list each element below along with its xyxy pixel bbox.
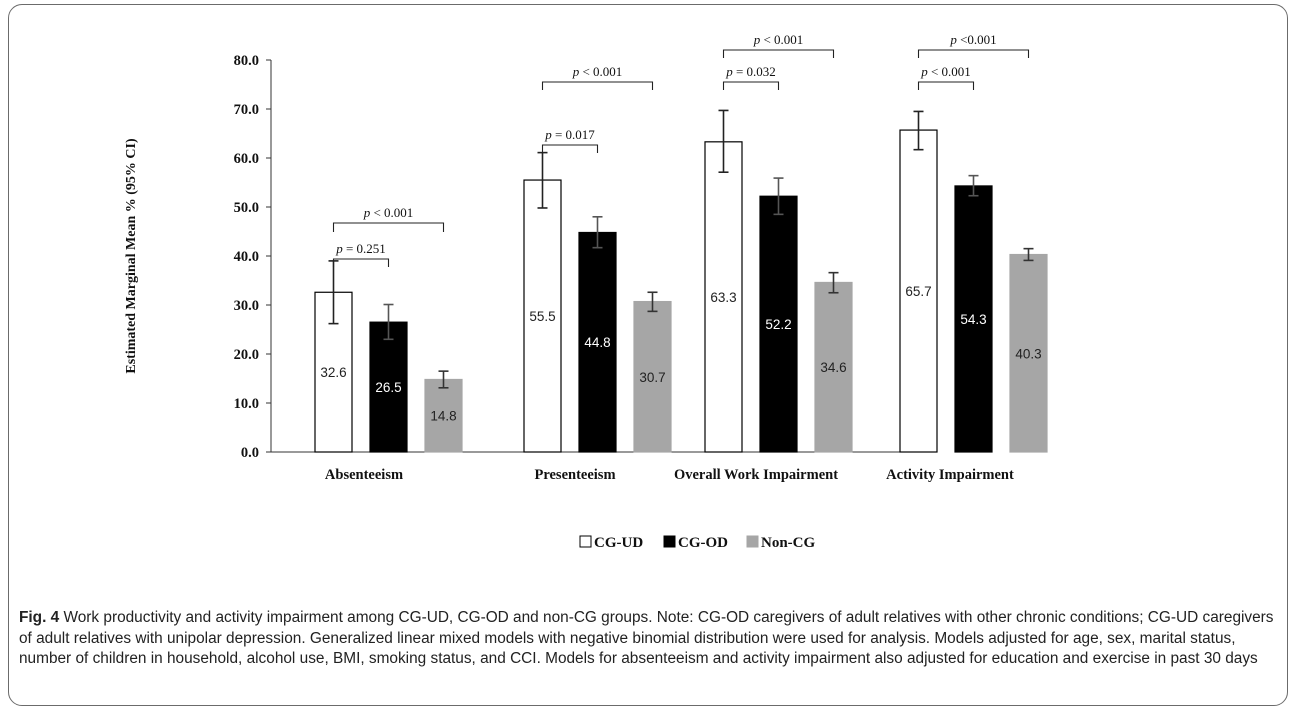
y-tick-label: 40.0 [234, 249, 259, 265]
data-label: 30.7 [639, 370, 665, 385]
significance-bracket [541, 81, 654, 90]
x-category-label: Overall Work Impairment [674, 467, 838, 483]
bar-chart: 0.0 10.0 20.0 30.0 40.0 50.0 60.0 70.0 80.0 Estim… [124, 32, 1048, 551]
x-category-label: Absenteeism [325, 467, 403, 483]
y-tick-label: 20.0 [234, 347, 259, 363]
significance-bracket [722, 81, 780, 90]
legend-label-cg-od: CG-OD [678, 535, 728, 551]
p-value-label: p < 0.001 [572, 64, 623, 79]
significance-bracket [917, 81, 975, 90]
y-tick-label: 10.0 [234, 396, 259, 412]
data-label: 65.7 [905, 284, 931, 299]
data-label: 54.3 [960, 312, 986, 327]
legend-label-cg-ud: CG-UD [594, 535, 643, 551]
p-value-label: p < 0.001 [363, 205, 414, 220]
figure-frame: 0.0 10.0 20.0 30.0 40.0 50.0 60.0 70.0 80.0 Estim… [8, 4, 1288, 706]
p-value-label: p <0.001 [949, 32, 996, 47]
figure-caption: Fig. 4 Work productivity and activity im… [19, 608, 1284, 670]
p-value-label: p = 0.251 [335, 241, 386, 256]
bar-cg-od [369, 321, 408, 453]
y-tick-label: 60.0 [234, 151, 259, 167]
legend-swatch-cg-ud [579, 535, 592, 548]
legend-swatch-non-cg [746, 535, 759, 548]
y-tick-label: 0.0 [241, 445, 259, 461]
x-category-label: Activity Impairment [886, 467, 1014, 483]
data-label: 55.5 [529, 309, 555, 324]
caption-text: Work productivity and activity impairmen… [19, 609, 1274, 667]
bar-cg-ud [899, 129, 938, 453]
bar-non-cg [424, 378, 463, 453]
bar-cg-od [759, 195, 798, 453]
data-label: 32.6 [320, 365, 346, 380]
bar-non-cg [1009, 253, 1048, 453]
legend-label-non-cg: Non-CG [761, 535, 816, 551]
caption-label: Fig. 4 [19, 609, 60, 626]
bar-non-cg [814, 281, 853, 453]
data-label: 63.3 [710, 290, 736, 305]
y-tick-label: 70.0 [234, 102, 259, 118]
data-label: 26.5 [375, 380, 401, 395]
significance-bracket [332, 222, 445, 232]
significance-bracket [722, 49, 835, 58]
significance-bracket [332, 258, 390, 267]
y-tick-label: 30.0 [234, 298, 259, 314]
data-label: 14.8 [430, 409, 456, 424]
significance-bracket [917, 49, 1030, 58]
bar-cg-ud [704, 141, 743, 453]
y-tick-label: 80.0 [234, 53, 259, 69]
p-value-label: p < 0.001 [920, 64, 971, 79]
bar-non-cg [633, 300, 672, 453]
data-label: 40.3 [1015, 346, 1041, 361]
data-label: 44.8 [584, 335, 610, 350]
y-tick-label: 50.0 [234, 200, 259, 216]
significance-bracket [541, 144, 599, 153]
legend-swatch-cg-od [663, 535, 676, 548]
bar-cg-od [954, 185, 993, 453]
y-axis-title: Estimated Marginal Mean % (95% CI) [124, 138, 139, 374]
bar-cg-od [578, 231, 617, 453]
data-label: 52.2 [765, 317, 791, 332]
p-value-label: p = 0.032 [725, 64, 776, 79]
data-label: 34.6 [820, 360, 846, 375]
x-category-label: Presenteeism [534, 467, 615, 483]
p-value-label: p = 0.017 [544, 127, 595, 142]
bar-cg-ud [523, 179, 562, 453]
p-value-label: p < 0.001 [753, 32, 804, 47]
